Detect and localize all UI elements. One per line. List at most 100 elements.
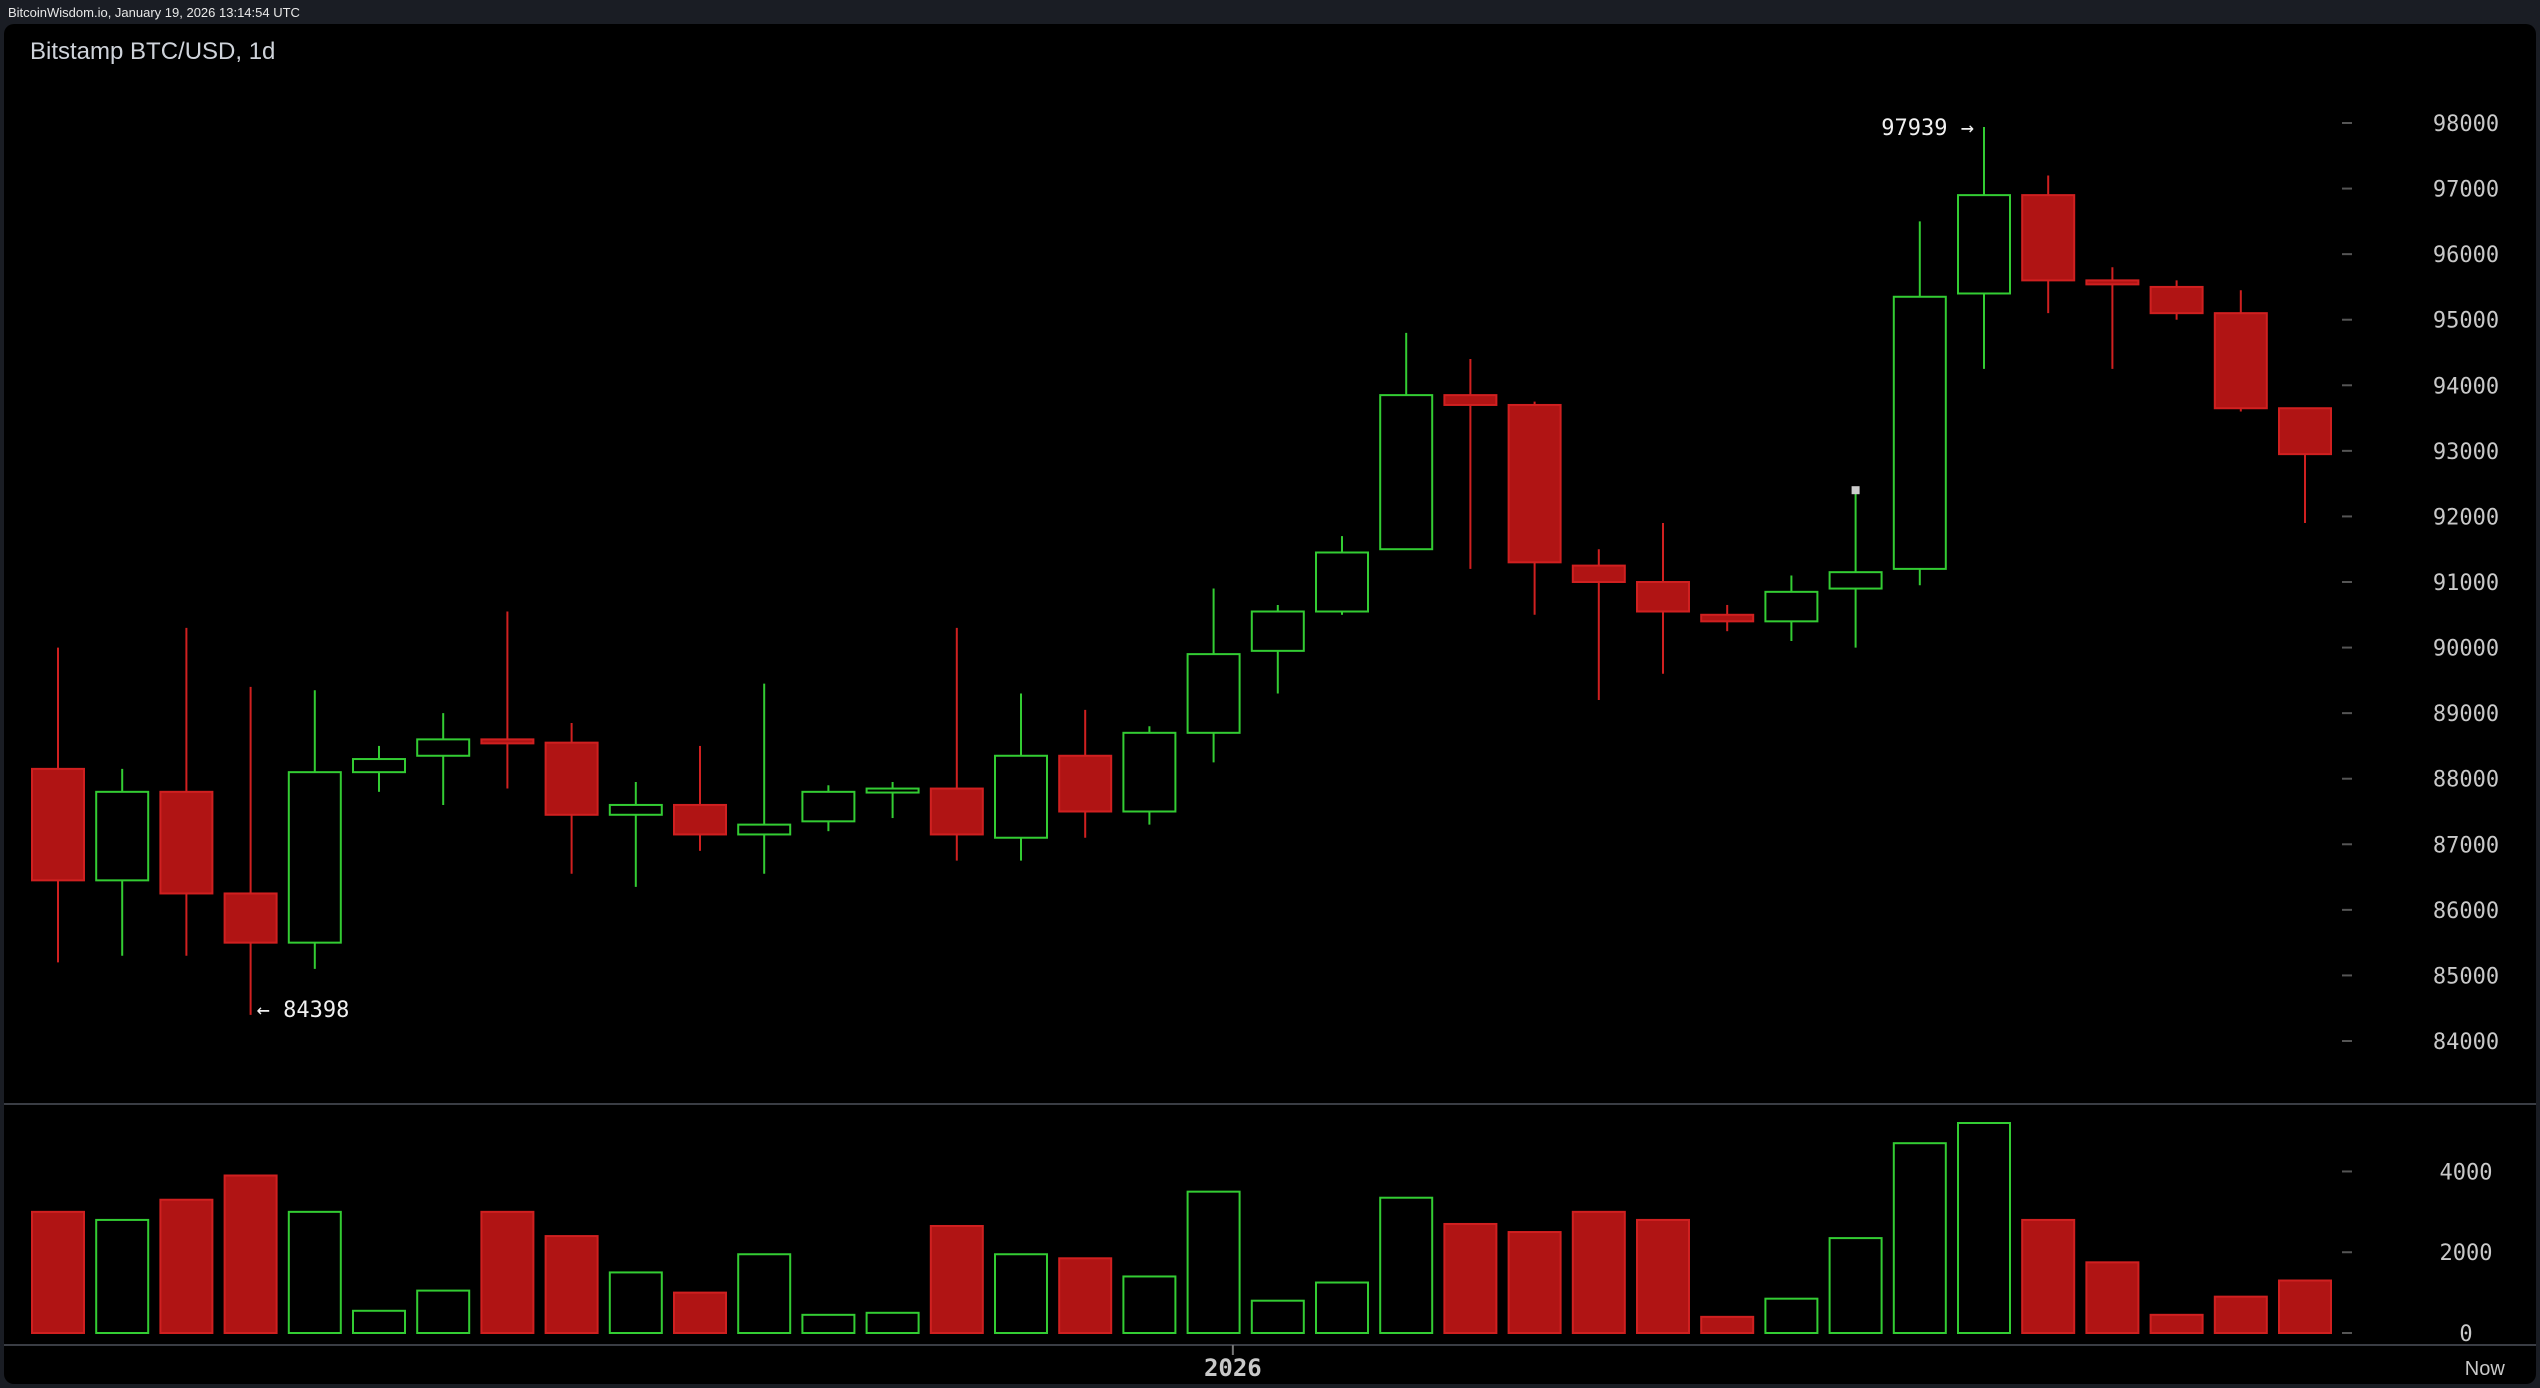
volume-bar: [1315, 1281, 1369, 1335]
volume-bar: [1636, 1218, 1690, 1335]
volume-bar: [865, 1311, 920, 1335]
volume-bar: [416, 1289, 471, 1335]
candle-body: [2278, 407, 2332, 456]
marker-dot: [1851, 486, 1860, 495]
volume-bar: [2149, 1313, 2204, 1334]
volume-bar: [1507, 1231, 1562, 1334]
volume-bar: [608, 1271, 663, 1335]
candle-body: [2149, 285, 2204, 315]
source-label: BitcoinWisdom.io, January 19, 2026 13:14…: [8, 5, 300, 20]
x-label-now: Now: [2465, 1358, 2506, 1380]
candle-body: [1892, 295, 1947, 570]
low-annotation: ← 84398: [257, 998, 350, 1023]
price-tick-label: 97000: [2433, 178, 2499, 203]
candle-body: [544, 741, 599, 816]
candle-body: [416, 738, 471, 757]
high-annotation: 97939 →: [1881, 116, 1974, 141]
volume-bar: [1058, 1257, 1113, 1334]
chart-canvas[interactable]: 84000 85000 86000 87000 88000 89000 90000 91000…: [4, 24, 2536, 1384]
price-tick-label: 86000: [2433, 899, 2499, 924]
volume-bar: [1892, 1142, 1947, 1334]
candle-body: [1571, 564, 1626, 583]
candle-body: [1957, 194, 2011, 295]
candle-body: [2021, 194, 2076, 282]
price-tick-label: 90000: [2433, 637, 2499, 662]
volume-bar: [31, 1210, 85, 1335]
volume-bar: [1443, 1222, 1498, 1335]
candle-body: [1764, 590, 1819, 623]
candle-body: [1058, 754, 1113, 813]
volume-bar: [1957, 1122, 2011, 1334]
candle-body: [994, 754, 1048, 839]
volume-bar: [223, 1174, 278, 1334]
volume-bar: [737, 1253, 792, 1334]
candle-body: [865, 787, 920, 794]
candle-body: [2213, 312, 2268, 410]
volume-bar: [994, 1253, 1048, 1334]
volume-bar: [1700, 1315, 1755, 1335]
volume-bar: [544, 1235, 599, 1334]
candle-body: [1507, 403, 1562, 564]
volume-bar: [2278, 1279, 2332, 1334]
volume-bar: [2213, 1295, 2268, 1334]
volume-bar: [2021, 1218, 2076, 1335]
candle-body: [287, 771, 342, 944]
candle-body: [737, 823, 792, 836]
candle-body: [1250, 610, 1305, 652]
candle-body: [673, 803, 727, 836]
candle-body: [31, 767, 85, 882]
volume-bar: [801, 1313, 856, 1334]
volume-bar: [2085, 1261, 2140, 1334]
volume-bar: [352, 1309, 406, 1334]
price-tick-label: 93000: [2433, 440, 2499, 465]
volume-bar: [480, 1210, 535, 1335]
volume-bar: [1764, 1297, 1819, 1335]
candle-body: [352, 758, 406, 774]
volume-bar: [1379, 1196, 1434, 1335]
candle-body: [480, 738, 535, 745]
price-tick-label: 95000: [2433, 309, 2499, 334]
volume-bar: [1250, 1299, 1305, 1334]
candle-body: [159, 790, 214, 895]
price-tick-label: 84000: [2433, 1030, 2499, 1055]
price-tick-label: 87000: [2433, 833, 2499, 858]
volume-tick-label: 4000: [2440, 1160, 2493, 1185]
candle-body: [223, 892, 278, 944]
chart-panel[interactable]: 84000 85000 86000 87000 88000 89000 90000 91000…: [4, 24, 2536, 1384]
volume-bar: [1828, 1237, 1883, 1335]
candle-body: [1636, 581, 1690, 613]
price-tick-label: 92000: [2433, 505, 2499, 530]
volume-bar: [1571, 1210, 1626, 1335]
volume-bar: [159, 1198, 214, 1334]
candle-body: [1700, 613, 1755, 623]
candle-body: [95, 790, 150, 882]
candle-body: [608, 803, 663, 816]
top-bar: BitcoinWisdom.io, January 19, 2026 13:14…: [0, 0, 2540, 24]
candle-body: [1443, 394, 1498, 406]
price-tick-label: 91000: [2433, 571, 2499, 596]
candle-body: [1828, 571, 1883, 590]
price-tick-label: 89000: [2433, 702, 2499, 727]
price-tick-label: 88000: [2433, 768, 2499, 793]
price-tick-label: 96000: [2433, 243, 2499, 268]
volume-bar: [287, 1210, 342, 1335]
candle-body: [1315, 551, 1369, 613]
candle-body: [801, 790, 856, 823]
chart-title: Bitstamp BTC/USD, 1d: [30, 38, 276, 65]
x-label-year: 2026: [1204, 1354, 1262, 1382]
volume-tick-label: 2000: [2440, 1241, 2493, 1266]
volume-bar: [1186, 1190, 1241, 1334]
volume-tick-label: 0: [2459, 1322, 2472, 1347]
candle-body: [1379, 394, 1434, 551]
price-tick-label: 98000: [2433, 112, 2499, 137]
price-tick-label: 85000: [2433, 964, 2499, 989]
candle-body: [1122, 731, 1177, 813]
candle-body: [1186, 653, 1241, 734]
volume-bar: [95, 1218, 150, 1335]
volume-bar: [929, 1224, 984, 1334]
candle-body: [2085, 279, 2140, 286]
volume-bar: [673, 1291, 727, 1334]
price-tick-label: 94000: [2433, 374, 2499, 399]
candle-body: [929, 787, 984, 836]
volume-bar: [1122, 1275, 1177, 1335]
